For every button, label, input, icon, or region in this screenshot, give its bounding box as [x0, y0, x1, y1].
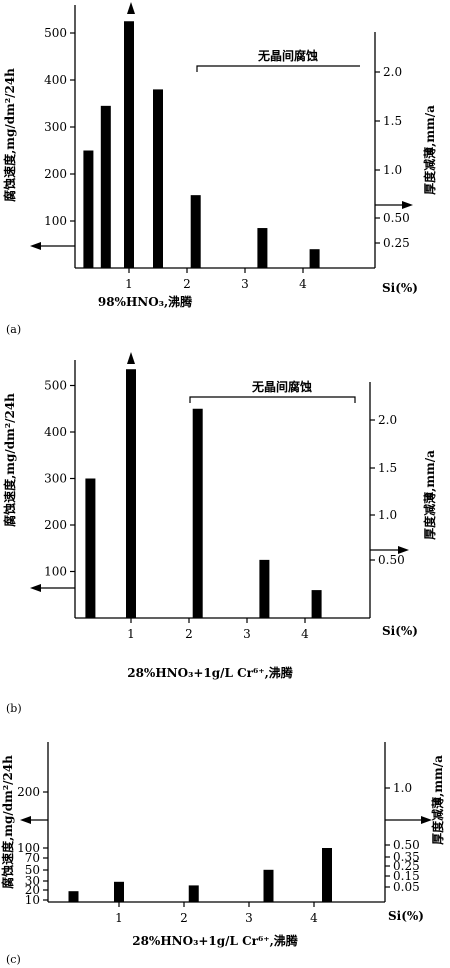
- panel-c-x-unit: Si(%): [388, 909, 424, 923]
- panel-a-bar: [257, 228, 268, 268]
- panel-c-bar: [114, 881, 124, 902]
- panel-a-annotation: 无晶间腐蚀: [257, 48, 318, 63]
- panel-c-bar: [188, 885, 199, 902]
- panel-c-y2-tick-label: 1.0: [393, 781, 412, 795]
- panel-b-bar: [311, 590, 322, 618]
- panel-a-x-label: 98%HNO₃,沸腾: [98, 294, 193, 309]
- panel-b-y-tick-label: 100: [44, 565, 67, 579]
- panel-a-bar: [124, 21, 134, 268]
- panel-c-bar: [322, 848, 332, 902]
- panel-c-tag: (c): [6, 953, 21, 966]
- panel-b-right-arrowhead: [398, 546, 409, 554]
- panel-b-y2-tick-label: 1.5: [378, 461, 397, 475]
- panel-c-y-label: 腐蚀速度,mg/dm²/24h: [0, 755, 15, 889]
- panel-c-y2-label: 厚度减薄,mm/a: [430, 755, 445, 845]
- panel-b-bar: [85, 478, 96, 618]
- panel-a-annotation-bracket: [196, 65, 360, 72]
- panel-c-left-arrowhead: [20, 816, 31, 824]
- panel-c-x-label: 28%HNO₃+1g/L Cr⁶⁺,沸腾: [132, 933, 299, 948]
- panel-c-bar: [263, 869, 274, 902]
- panel-c-x-tick-label: 3: [245, 911, 253, 925]
- panel-a-bar: [100, 105, 111, 268]
- panel-c-x-tick-label: 1: [115, 911, 123, 925]
- panel-a-right-arrowhead: [402, 201, 413, 209]
- panel-b-y-tick-label: 500: [44, 379, 67, 393]
- panel-c-y-tick-label: 70: [25, 851, 40, 865]
- panel-a-y-tick-label: 500: [44, 26, 67, 40]
- panel-b-y-tick-label: 300: [44, 472, 67, 486]
- panel-a-x-tick-label: 3: [241, 277, 249, 291]
- panel-a-left-arrowhead: [30, 242, 41, 250]
- panel-a-y-label: 腐蚀速度,mg/dm²/24h: [2, 68, 17, 202]
- panel-a-y-axis-arrow: [127, 2, 135, 14]
- panel-b-y2-label: 厚度减薄,mm/a: [422, 450, 437, 540]
- panel-a-bar: [153, 89, 163, 269]
- panel-b-bar: [126, 369, 136, 618]
- panel-a-x-tick-label: 4: [299, 277, 307, 291]
- panel-c-y-tick-label: 100: [17, 841, 40, 855]
- panel-a-y-tick-label: 400: [44, 73, 67, 87]
- panel-b-y2-tick-label: 0.50: [378, 553, 405, 567]
- panel-c-y2-tick-label: 0.25: [393, 859, 420, 873]
- panel-c-bar: [68, 891, 79, 902]
- panel-a-x-unit: Si(%): [382, 281, 418, 295]
- panel-b-bar: [259, 559, 270, 618]
- panel-b-y-tick-label: 400: [44, 425, 67, 439]
- panel-c-y-tick-label: 200: [17, 785, 40, 799]
- panel-b-y-axis-arrow: [127, 352, 135, 364]
- panel-a-y2-tick-label: 0.50: [383, 211, 410, 225]
- panel-c-x-tick-label: 4: [310, 911, 318, 925]
- panel-a-bar: [83, 150, 94, 268]
- panel-b-y2-tick-label: 2.0: [378, 413, 397, 427]
- panel-b-x-tick-label: 2: [185, 627, 193, 641]
- panel-b-bar: [192, 408, 203, 618]
- panel-b: 无晶间腐蚀 100 200 300 400 500 0.50 1.0 1.5 2.0 1 2 3 4…: [2, 352, 437, 715]
- panel-a-y2-tick-label: 1.0: [383, 163, 402, 177]
- panel-b-y2-tick-label: 1.0: [378, 508, 397, 522]
- panel-c-y-tick-label: 30: [25, 874, 40, 888]
- panel-a-x-tick-label: 2: [183, 277, 191, 291]
- panel-a-y2-tick-label: 0.25: [383, 236, 410, 250]
- panel-b-annotation: 无晶间腐蚀: [251, 379, 312, 394]
- panel-a-tag: (a): [6, 323, 21, 336]
- panel-c-y2-tick-label: 0.15: [393, 869, 420, 883]
- panel-b-y-label: 腐蚀速度,mg/dm²/24h: [2, 393, 17, 527]
- panel-c-y-tick-label: 20: [25, 883, 40, 897]
- panel-b-x-unit: Si(%): [382, 624, 418, 638]
- panel-c-y2-tick-label: 0.05: [393, 880, 420, 894]
- panel-b-x-tick-label: 1: [127, 627, 135, 641]
- panel-b-tag: (b): [6, 702, 22, 715]
- panel-a-y2-label: 厚度减薄,mm/a: [422, 105, 437, 195]
- panel-a-y-tick-label: 200: [44, 167, 67, 181]
- panel-a-y-tick-label: 100: [44, 214, 67, 228]
- panel-b-y-tick-label: 200: [44, 518, 67, 532]
- panel-c-y-tick-label: 10: [25, 893, 40, 907]
- panel-b-left-arrowhead: [30, 584, 41, 592]
- panel-a-y2-tick-label: 2.0: [383, 65, 402, 79]
- panel-c-y-tick-label: 50: [25, 863, 40, 877]
- panel-c-y2-tick-label: 0.50: [393, 838, 420, 852]
- panel-a-x-tick-label: 1: [125, 277, 133, 291]
- panel-a-y-tick-label: 300: [44, 120, 67, 134]
- panel-c-y2-tick-label: 0.35: [393, 850, 420, 864]
- panel-a-bar: [309, 249, 320, 268]
- panel-b-x-tick-label: 3: [243, 627, 251, 641]
- panel-b-x-tick-label: 4: [301, 627, 309, 641]
- panel-c-right-arrowhead: [421, 816, 432, 824]
- panel-b-x-label: 28%HNO₃+1g/L Cr⁶⁺,沸腾: [127, 665, 294, 680]
- panel-a-bar: [190, 195, 201, 268]
- panel-b-annotation-bracket: [189, 396, 356, 403]
- panel-c-x-tick-label: 2: [180, 911, 188, 925]
- panel-a-y2-tick-label: 1.5: [383, 114, 402, 128]
